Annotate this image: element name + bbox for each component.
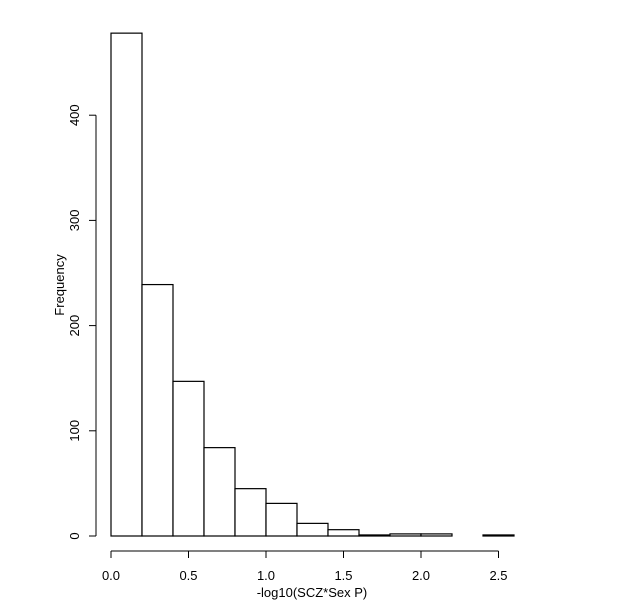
histogram-bar — [265, 502, 298, 537]
bars-group — [110, 32, 515, 537]
y-tick-label: 0 — [67, 532, 82, 539]
y-axis: 0 100 200 300 400 — [67, 104, 97, 540]
x-tick-label: 1.5 — [334, 568, 352, 583]
histogram-bar — [327, 529, 360, 537]
histogram-bar — [420, 533, 453, 537]
y-tick-label: 300 — [67, 210, 82, 232]
x-axis: 0.0 0.5 1.0 1.5 2.0 2.5 — [102, 550, 508, 583]
histogram-bar — [389, 533, 422, 537]
y-tick-label: 400 — [67, 104, 82, 126]
x-tick-label: 1.0 — [257, 568, 275, 583]
x-tick-label: 2.5 — [489, 568, 507, 583]
histogram-bar — [203, 447, 236, 537]
histogram-bar — [141, 283, 174, 537]
y-tick-label: 100 — [67, 420, 82, 442]
histogram-bar — [296, 522, 329, 537]
y-tick-label: 200 — [67, 315, 82, 337]
histogram-bar — [482, 534, 515, 537]
x-tick-label: 0.5 — [179, 568, 197, 583]
x-tick-label: 0.0 — [102, 568, 120, 583]
y-axis-label: Frequency — [52, 254, 67, 316]
histogram-bar — [234, 488, 267, 537]
histogram-bar — [358, 534, 391, 537]
x-axis-label: -log10(SCZ*Sex P) — [257, 585, 368, 600]
histogram-bar — [172, 380, 205, 537]
histogram-bar — [110, 32, 143, 537]
x-tick-label: 2.0 — [412, 568, 430, 583]
